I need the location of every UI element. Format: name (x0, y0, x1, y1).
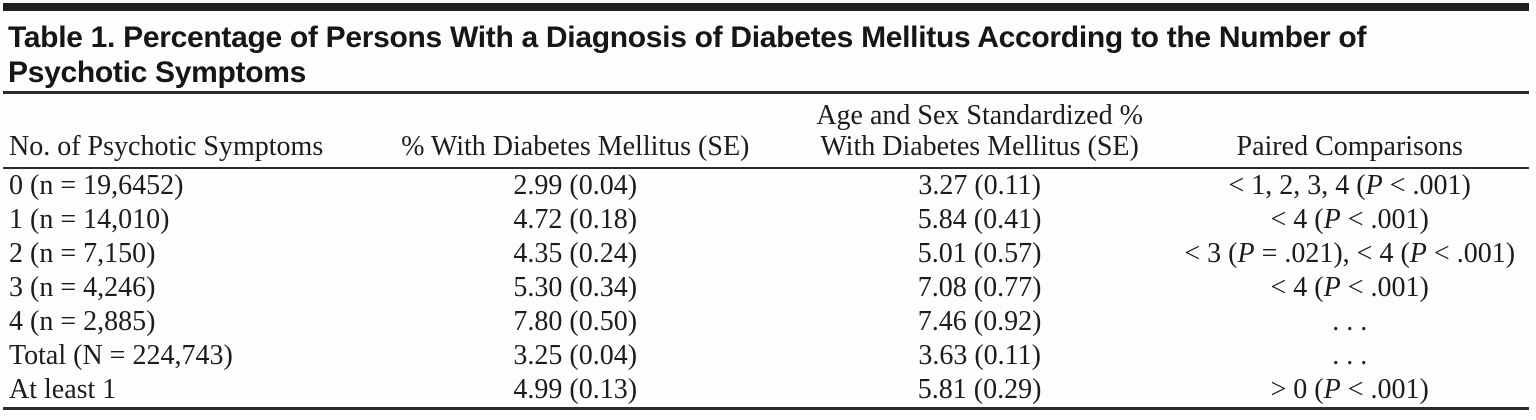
column-header-symptoms: No. of Psychotic Symptoms (3, 96, 362, 169)
cell-symptoms: At least 1 (9, 374, 117, 405)
cell-std-pct-dm: 7.08 (0.77) (917, 272, 1042, 303)
cell-paired-comparisons: < 3 (P = .021), < 4 (P < .001) (1184, 238, 1516, 269)
cell-paired-comparisons: < 4 (P < .001) (1270, 272, 1429, 303)
column-header-std-pct-line2: With Diabetes Mellitus (SE) (820, 131, 1139, 162)
cell-std-pct-dm: 7.46 (0.92) (917, 306, 1042, 337)
cell-paired-comparisons: . . . (1332, 340, 1368, 371)
cell-pct-dm: 4.35 (0.24) (513, 238, 638, 269)
cell-pct-dm: 2.99 (0.04) (513, 170, 638, 201)
cell-pct-dm: 7.80 (0.50) (513, 306, 638, 337)
cell-symptoms: Total (N = 224,743) (9, 340, 233, 371)
cell-symptoms: 4 (n = 2,885) (9, 306, 156, 337)
column-header-pct-dm: % With Diabetes Mellitus (SE) (361, 96, 789, 169)
table-row: At least 1 4.99 (0.13) 5.81 (0.29) > 0 (… (3, 373, 1529, 409)
cell-pct-dm: 3.25 (0.04) (513, 340, 638, 371)
table-row: 4 (n = 2,885) 7.80 (0.50) 7.46 (0.92) . … (3, 305, 1529, 339)
cell-paired-comparisons: > 0 (P < .001) (1270, 374, 1429, 405)
cell-std-pct-dm: 5.01 (0.57) (917, 238, 1042, 269)
cell-symptoms: 3 (n = 4,246) (9, 272, 156, 303)
cell-symptoms: 0 (n = 19,6452) (9, 170, 184, 201)
table-title: Table 1. Percentage of Persons With a Di… (8, 21, 1367, 89)
cell-pct-dm: 5.30 (0.34) (513, 272, 638, 303)
table-row: 3 (n = 4,246) 5.30 (0.34) 7.08 (0.77) < … (3, 271, 1529, 305)
diabetes-psychotic-symptoms-table: No. of Psychotic Symptoms % With Diabete… (3, 96, 1529, 410)
cell-paired-comparisons: . . . (1332, 306, 1368, 337)
cell-symptoms: 2 (n = 7,150) (9, 238, 156, 269)
title-divider-rule (3, 91, 1529, 94)
cell-paired-comparisons: < 1, 2, 3, 4 (P < .001) (1228, 170, 1471, 201)
cell-std-pct-dm: 5.84 (0.41) (917, 204, 1042, 235)
column-header-paired-comparisons: Paired Comparisons (1170, 96, 1529, 169)
table-row: Total (N = 224,743) 3.25 (0.04) 3.63 (0.… (3, 339, 1529, 373)
cell-std-pct-dm: 5.81 (0.29) (917, 374, 1042, 405)
cell-pct-dm: 4.99 (0.13) (513, 374, 638, 405)
cell-symptoms: 1 (n = 14,010) (9, 204, 170, 235)
table-row: 2 (n = 7,150) 4.35 (0.24) 5.01 (0.57) < … (3, 237, 1529, 271)
cell-std-pct-dm: 3.27 (0.11) (918, 170, 1041, 201)
table-row: 1 (n = 14,010) 4.72 (0.18) 5.84 (0.41) <… (3, 203, 1529, 237)
column-header-std-pct-line1: Age and Sex Standardized % (816, 100, 1143, 131)
cell-paired-comparisons: < 4 (P < .001) (1270, 204, 1429, 235)
table-top-rule (3, 3, 1529, 11)
header-row: No. of Psychotic Symptoms % With Diabete… (3, 96, 1529, 169)
cell-pct-dm: 4.72 (0.18) (513, 204, 638, 235)
table-row: 0 (n = 19,6452) 2.99 (0.04) 3.27 (0.11) … (3, 168, 1529, 203)
cell-std-pct-dm: 3.63 (0.11) (918, 340, 1041, 371)
column-header-std-pct-dm: Age and Sex Standardized % With Diabetes… (788, 96, 1171, 169)
